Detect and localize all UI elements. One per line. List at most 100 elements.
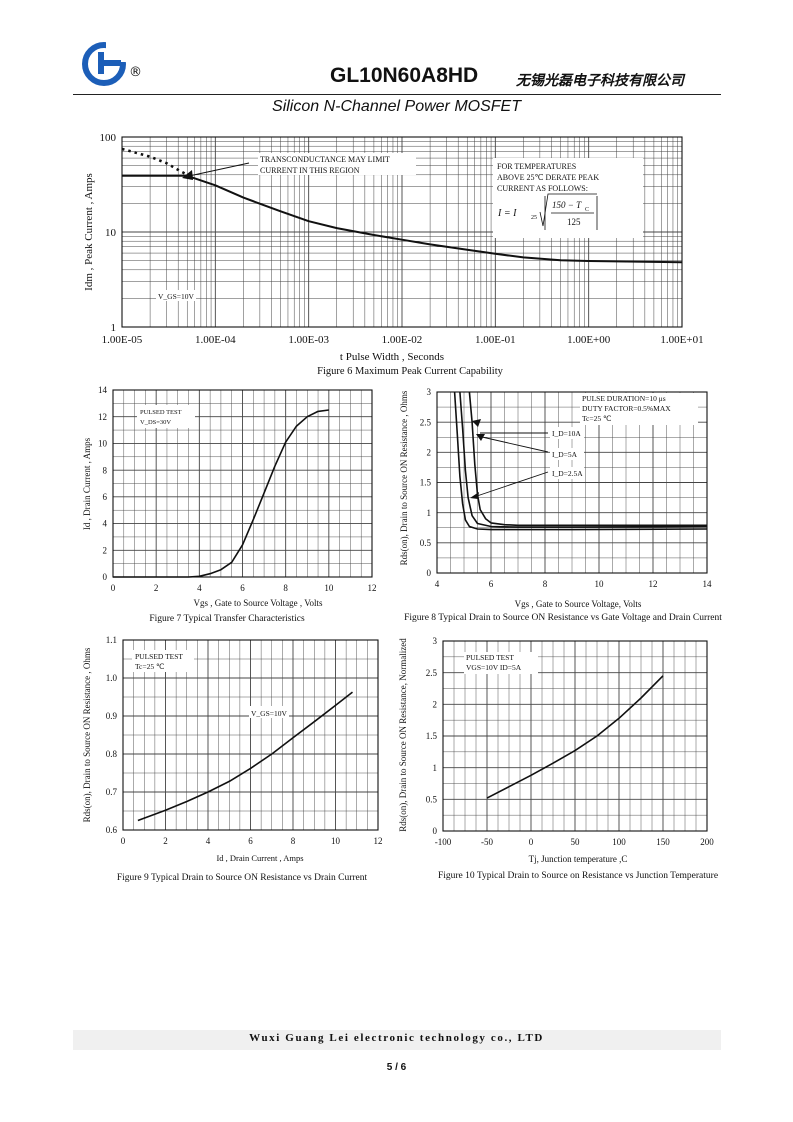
annotation-region: CURRENT IN THIS REGION — [260, 166, 360, 175]
annotation-vds: V_DS=30V — [140, 419, 171, 426]
formula-brackets — [544, 196, 598, 230]
x-tick-label: 2 — [163, 836, 168, 846]
formula-num-sub: C — [585, 207, 589, 213]
x-axis-label: Vgs , Gate to Source Voltage , Volts — [193, 598, 323, 608]
chart-title: Figure 6 Maximum Peak Current Capability — [317, 366, 504, 377]
x-tick-label: 150 — [656, 837, 670, 847]
y-tick-label: 4 — [103, 519, 108, 529]
plot-frame — [121, 136, 683, 328]
series-line-0 — [113, 409, 329, 578]
y-tick-label: 1.5 — [420, 478, 432, 488]
y-tick-label: 10 — [105, 227, 117, 239]
annotation-bg — [137, 405, 195, 428]
y-tick-label: 6 — [103, 492, 108, 502]
chart-title: Figure 8 Typical Drain to Source ON Resi… — [404, 613, 722, 623]
y-tick-label: 2 — [433, 699, 438, 709]
formula-numerator: 150 − T — [552, 200, 582, 210]
y-tick-label: 8 — [103, 465, 108, 475]
y-tick-label: 0.9 — [106, 711, 118, 721]
x-tick-label: 10 — [595, 579, 605, 589]
x-tick-label: 4 — [197, 583, 202, 593]
annotation-bg — [132, 650, 194, 672]
series-label-2: I_D=2.5A — [552, 469, 583, 478]
y-tick-label: 100 — [100, 132, 117, 144]
x-axis-label: t Pulse Width , Seconds — [340, 351, 444, 363]
y-axis-label: Rds(on), Drain to Source ON Resistance ,… — [82, 647, 92, 822]
x-tick-label: 1.00E+01 — [660, 334, 703, 346]
y-tick-label: 10 — [98, 439, 108, 449]
x-tick-label: 12 — [649, 579, 658, 589]
annotation-bg — [156, 290, 196, 301]
y-tick-label: 2 — [103, 545, 108, 555]
annotation-bg — [249, 706, 289, 718]
x-tick-label: 4 — [435, 579, 440, 589]
page-number: 5 / 6 — [386, 1062, 407, 1073]
x-tick-label: 1.00E-01 — [475, 334, 516, 346]
company-name-cn: 无锡光磊电子科技有限公司 — [516, 73, 684, 89]
series-line-0 — [486, 675, 664, 799]
footer-bar — [73, 1030, 721, 1050]
part-number: GL10N60A8HD — [330, 64, 479, 87]
callout-line-1 — [481, 436, 549, 453]
x-tick-label: 8 — [543, 579, 548, 589]
annotation-derate-3: CURRENT AS FOLLOWS: — [497, 184, 588, 193]
x-axis-label: Id , Drain Current , Amps — [216, 853, 303, 863]
x-tick-label: 0 — [111, 583, 116, 593]
annotation-derate-1: FOR TEMPERATURES — [497, 162, 576, 171]
header-rule — [73, 94, 721, 95]
annotation-tc: Tc=25 ℃ — [582, 414, 612, 423]
registered-mark: ® — [129, 65, 142, 80]
y-tick-label: 1 — [433, 763, 438, 773]
callout-arrow-head — [182, 170, 193, 180]
annotation-bg — [550, 448, 584, 460]
y-tick-label: 1 — [111, 322, 117, 334]
annotation-transconductance: TRANSCONDUCTANCE MAY LIMIT — [260, 155, 390, 164]
x-tick-label: 1.00E-04 — [195, 334, 236, 346]
annotation-vgs: V_GS=10V — [251, 709, 287, 718]
annotation-pulse-duration: PULSE DURATION=10 μs — [582, 394, 666, 403]
x-tick-label: 100 — [612, 837, 626, 847]
y-tick-label: 0.8 — [106, 749, 118, 759]
x-tick-label: 6 — [248, 836, 253, 846]
callout-head-1 — [476, 434, 485, 441]
callout-head-2 — [470, 492, 479, 499]
y-axis-label: Rds(on), Drain to Source ON Resistance ,… — [399, 390, 409, 565]
x-tick-label: 12 — [368, 583, 377, 593]
x-axis-label: Tj, Junction temperature ,C — [529, 854, 628, 864]
annotation-bg — [550, 427, 584, 439]
series-label-0: I_D=10A — [552, 429, 581, 438]
series-line-0 — [122, 174, 683, 264]
x-tick-label: 8 — [283, 583, 288, 593]
plot-frame — [442, 640, 708, 832]
x-tick-label: 12 — [374, 836, 383, 846]
y-axis-label: Id , Drain Current , Amps — [82, 437, 92, 530]
x-tick-label: 8 — [291, 836, 296, 846]
x-tick-label: 0 — [121, 836, 126, 846]
annotation-tc: Tc=25 ℃ — [135, 662, 165, 671]
y-tick-label: 1 — [427, 508, 432, 518]
x-tick-label: 6 — [489, 579, 494, 589]
callout-arrow-line — [188, 162, 250, 177]
x-tick-label: 6 — [240, 583, 245, 593]
x-tick-label: 4 — [206, 836, 211, 846]
annotation-bg — [464, 652, 538, 674]
series-line-1 — [121, 147, 188, 176]
x-tick-label: 2 — [154, 583, 159, 593]
plot-frame — [112, 389, 373, 578]
x-tick-label: 1.00E-03 — [288, 334, 329, 346]
y-tick-label: 1.5 — [426, 731, 438, 741]
series-line-0 — [468, 391, 707, 527]
x-tick-label: 50 — [571, 837, 581, 847]
annotation-conditions: VGS=10V ID=5A — [466, 663, 522, 672]
y-axis-label: Rds(on), Drain to Source ON Resistance, … — [398, 638, 408, 832]
annotation-duty-factor: DUTY FACTOR=0.5%MAX — [582, 404, 671, 413]
y-tick-label: 3 — [433, 636, 438, 646]
y-tick-label: 1.0 — [106, 673, 118, 683]
page-subtitle: Silicon N-Channel Power MOSFET — [272, 98, 521, 115]
callout-head-0 — [472, 419, 481, 427]
y-tick-label: 0.7 — [106, 787, 118, 797]
